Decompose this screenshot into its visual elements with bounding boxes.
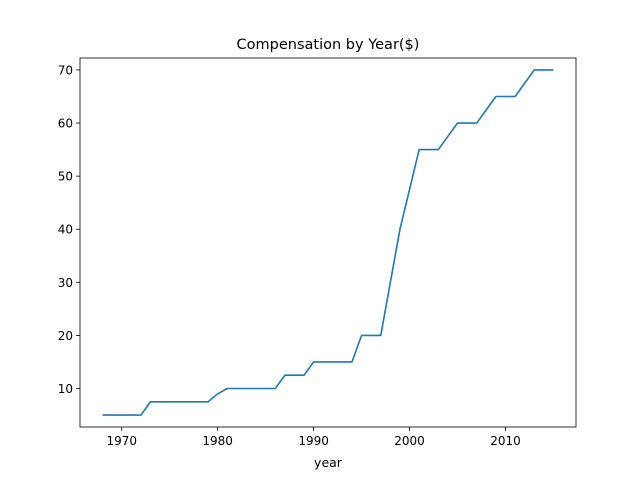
y-tick-label: 60 xyxy=(58,117,73,131)
axes-frame xyxy=(79,57,577,428)
y-tick-label: 30 xyxy=(58,276,73,290)
y-tick-label: 70 xyxy=(58,63,73,77)
y-tick-label: 20 xyxy=(58,329,73,343)
x-tick-label: 1970 xyxy=(106,434,137,448)
x-tick-label: 2000 xyxy=(394,434,425,448)
series-line-0 xyxy=(102,69,554,416)
x-tick-label: 1990 xyxy=(298,434,329,448)
chart-title: Compensation by Year($) xyxy=(237,37,420,53)
x-tick-label: 1980 xyxy=(202,434,233,448)
y-tick-label: 10 xyxy=(58,382,73,396)
x-axis-label: year xyxy=(314,455,343,470)
x-tick-label: 2010 xyxy=(490,434,521,448)
y-tick-label: 40 xyxy=(58,223,73,237)
y-tick-label: 50 xyxy=(58,170,73,184)
